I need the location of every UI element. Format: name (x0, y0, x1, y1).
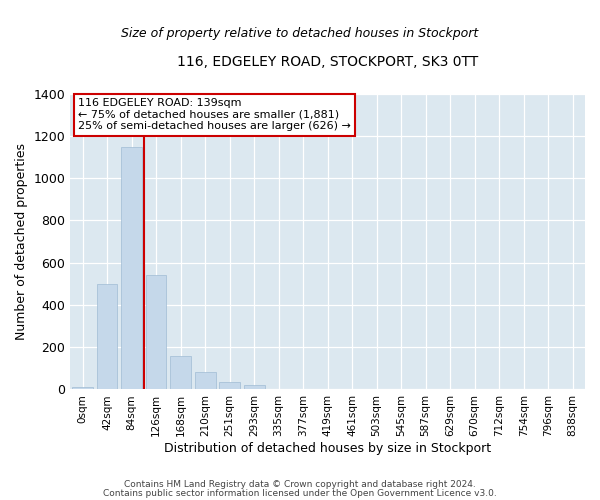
Text: Contains public sector information licensed under the Open Government Licence v3: Contains public sector information licen… (103, 488, 497, 498)
Bar (121, 146, 142, 390)
Bar (244, 385, 265, 390)
Bar (97, 284, 118, 390)
Title: 116, EDGELEY ROAD, STOCKPORT, SK3 0TT: 116, EDGELEY ROAD, STOCKPORT, SK3 0TT (177, 55, 478, 69)
Text: 116 EDGELEY ROAD: 139sqm
← 75% of detached houses are smaller (1,881)
25% of sem: 116 EDGELEY ROAD: 139sqm ← 75% of detach… (78, 98, 351, 132)
Bar (194, 372, 215, 390)
Bar (219, 382, 240, 390)
X-axis label: Distribution of detached houses by size in Stockport: Distribution of detached houses by size … (164, 442, 491, 455)
Text: Size of property relative to detached houses in Stockport: Size of property relative to detached ho… (121, 28, 479, 40)
Text: Contains HM Land Registry data © Crown copyright and database right 2024.: Contains HM Land Registry data © Crown c… (124, 480, 476, 489)
Bar (170, 356, 191, 390)
Bar (146, 276, 166, 390)
Bar (72, 388, 93, 390)
Y-axis label: Number of detached properties: Number of detached properties (15, 143, 28, 340)
